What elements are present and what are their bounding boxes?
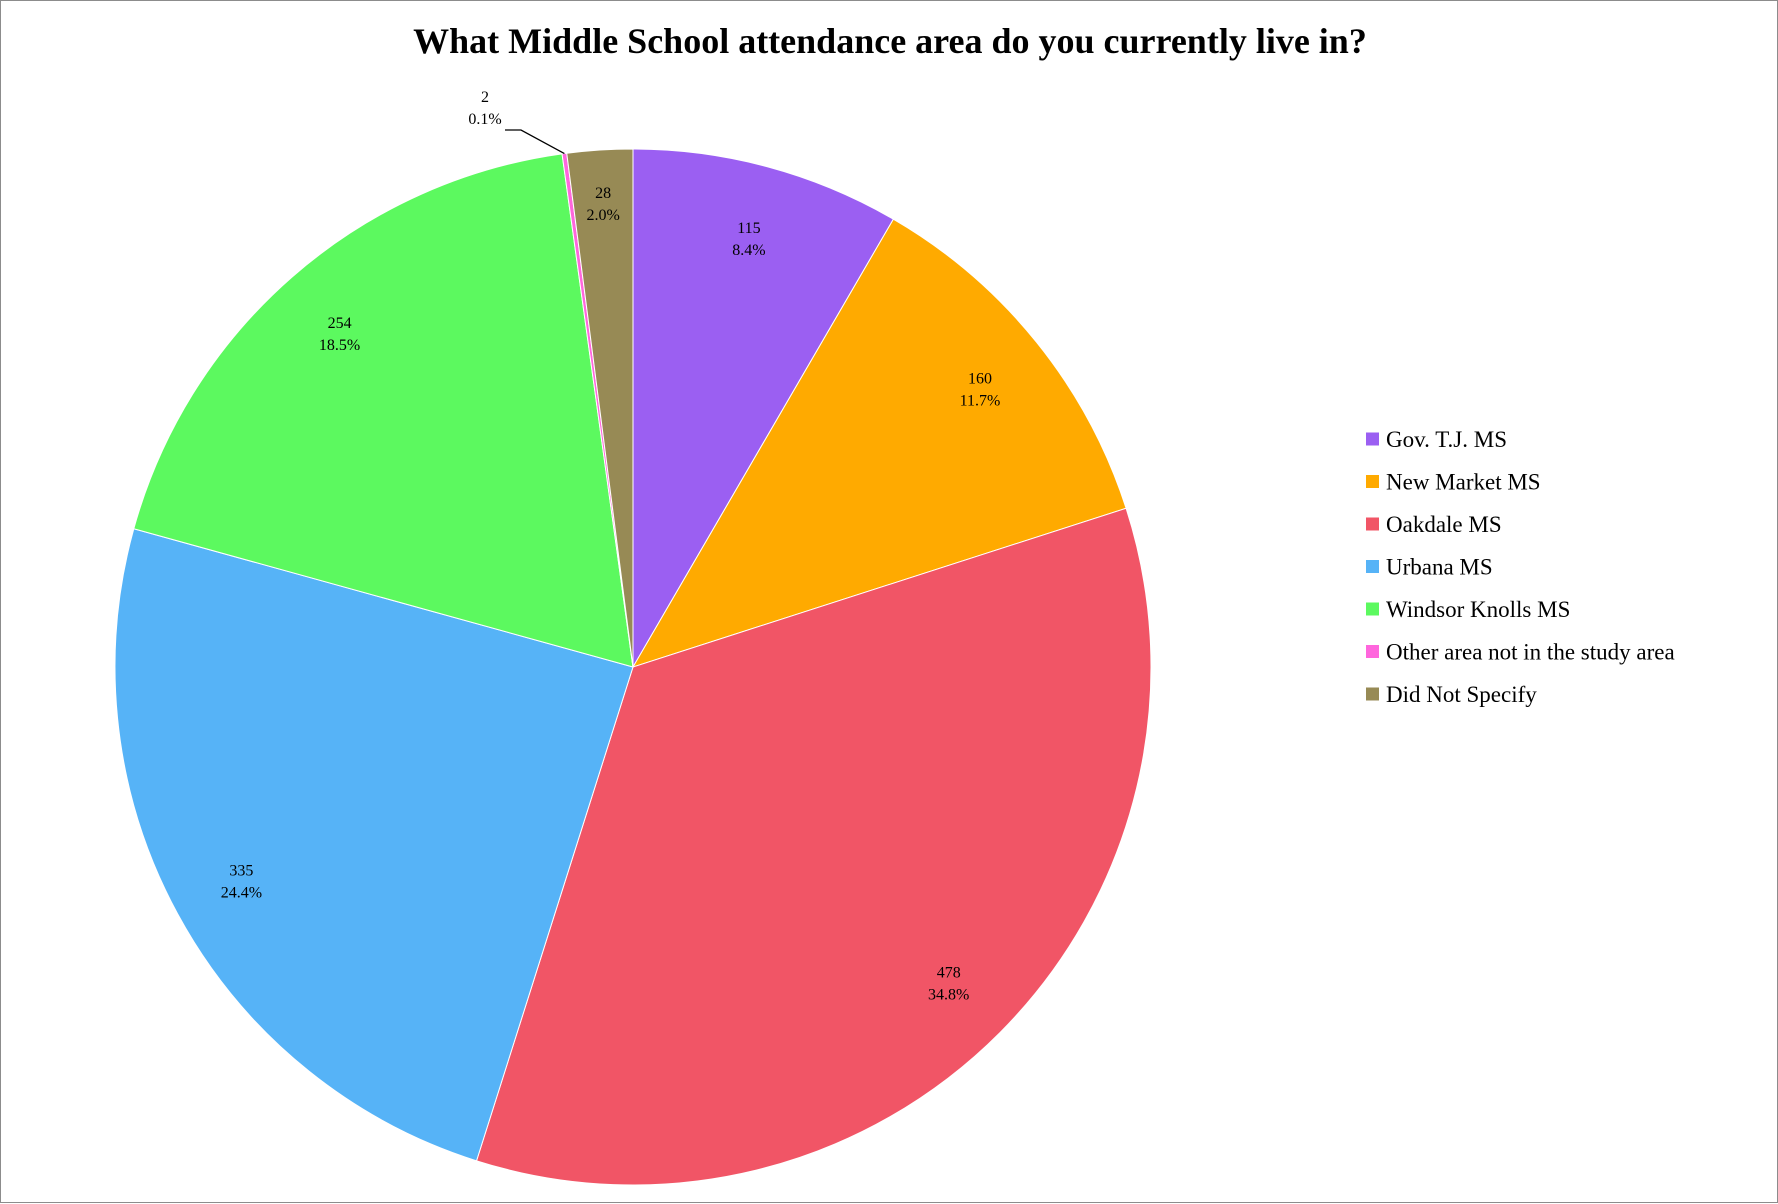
pie-slice-new-market-ms [631, 218, 1127, 668]
legend-swatch-gov-t-j-ms [1366, 432, 1379, 446]
legend-swatch-other-area-not-in-the-study-area [1366, 645, 1379, 658]
pie-slice-oakdale-ms [475, 507, 1152, 1186]
data-label-value-urbana-ms: 335 [229, 862, 253, 879]
data-label-percent-did-not-specify: 2.0% [586, 207, 619, 224]
data-label-value-gov-t-j-ms: 115 [737, 220, 760, 237]
legend-swatch-oakdale-ms [1366, 517, 1379, 531]
legend-label-gov-t-j-ms: Gov. T.J. MS [1386, 427, 1507, 452]
data-label-percent-new-market-ms: 11.7% [960, 393, 1001, 410]
data-label-percent-other-area-not-in-the-study-area: 0.1% [468, 111, 501, 128]
legend-swatch-windsor-knolls-ms [1366, 602, 1379, 616]
pie-slice-gov-t-j-ms [632, 148, 895, 669]
data-label-percent-oakdale-ms: 34.8% [928, 986, 969, 1003]
legend-label-windsor-knolls-ms: Windsor Knolls MS [1386, 597, 1570, 622]
legend-label-other-area-not-in-the-study-area: Other area not in the study area [1386, 640, 1675, 665]
data-label-percent-windsor-knolls-ms: 18.5% [319, 337, 360, 354]
pie-slice-windsor-knolls-ms [133, 153, 634, 668]
legend-swatch-new-market-ms [1366, 475, 1379, 488]
legend-label-new-market-ms: New Market MS [1386, 470, 1541, 495]
data-label-value-other-area-not-in-the-study-area: 2 [481, 89, 489, 106]
leader-line-other-area-not-in-the-study-area [505, 129, 565, 155]
leader-lines [505, 129, 565, 155]
data-label-value-windsor-knolls-ms: 254 [328, 315, 352, 332]
data-label-percent-urbana-ms: 24.4% [221, 884, 262, 901]
pie-slices [114, 148, 1152, 1186]
legend-label-did-not-specify: Did Not Specify [1386, 682, 1537, 707]
data-label-percent-gov-t-j-ms: 8.4% [732, 242, 765, 259]
data-label-value-new-market-ms: 160 [968, 371, 992, 388]
legend-label-oakdale-ms: Oakdale MS [1386, 512, 1502, 537]
legend-swatch-did-not-specify [1366, 687, 1379, 701]
pie-slice-did-not-specify [566, 148, 634, 668]
pie-slice-urbana-ms [114, 528, 634, 1162]
legend-label-urbana-ms: Urbana MS [1386, 555, 1493, 580]
legend-swatch-urbana-ms [1366, 560, 1379, 573]
legend: Gov. T.J. MS New Market MS Oakdale MS Urban… [1366, 427, 1675, 707]
data-label-value-oakdale-ms: 478 [937, 964, 961, 981]
data-label-value-did-not-specify: 28 [595, 185, 611, 202]
chart-title: What Middle School attendance area do yo… [413, 21, 1367, 61]
data-labels: 115 8.4% 160 11.7% 478 34.8% 335 24.4% 254 18.5% 2… [221, 89, 1001, 1003]
